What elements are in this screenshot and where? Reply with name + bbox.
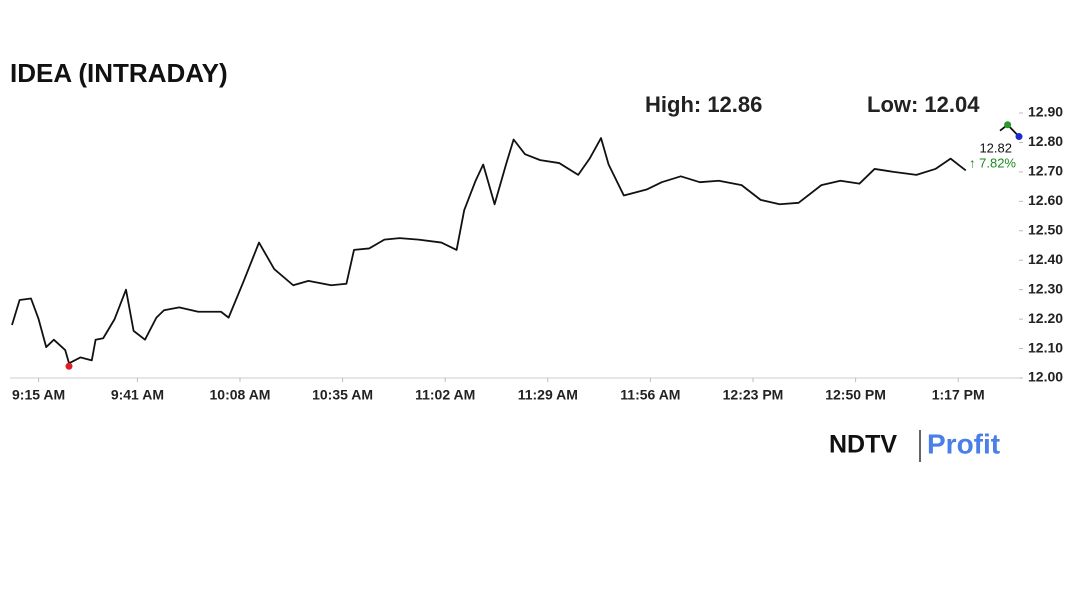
chart-title: IDEA (INTRADAY) [10, 58, 228, 88]
logo-product: Profit [927, 428, 1000, 459]
y-tick-label: 12.60 [1028, 192, 1063, 208]
x-tick-label: 10:08 AM [210, 387, 271, 403]
price-line [11, 123, 1020, 365]
y-tick-label: 12.20 [1028, 310, 1063, 326]
point-marker [1004, 121, 1012, 129]
y-tick-label: 12.30 [1028, 280, 1063, 296]
low-label: Low: 12.04 [867, 92, 980, 117]
y-tick-label: 12.10 [1028, 339, 1063, 355]
x-tick-label: 12:23 PM [723, 387, 784, 403]
y-tick-label: 12.80 [1028, 133, 1063, 149]
change-label: ↑ 7.82% [969, 155, 1016, 170]
last-price-label: 12.82 [979, 140, 1012, 155]
y-tick-label: 12.70 [1028, 163, 1063, 179]
x-tick-label: 10:35 AM [312, 387, 373, 403]
x-tick-label: 1:17 PM [932, 387, 985, 403]
x-tick-label: 9:15 AM [12, 387, 65, 403]
x-tick-label: 9:41 AM [111, 387, 164, 403]
y-tick-label: 12.90 [1028, 104, 1063, 120]
x-tick-label: 12:50 PM [825, 387, 886, 403]
logo-brand: NDTV [829, 431, 897, 459]
high-label: High: 12.86 [645, 92, 762, 117]
point-marker [65, 362, 73, 370]
x-tick-label: 11:02 AM [415, 387, 475, 403]
y-tick-label: 12.00 [1028, 369, 1063, 385]
y-tick-label: 12.50 [1028, 221, 1063, 237]
x-tick-label: 11:29 AM [518, 387, 578, 403]
y-tick-label: 12.40 [1028, 251, 1063, 267]
point-marker [1015, 133, 1023, 141]
x-tick-label: 11:56 AM [620, 387, 680, 403]
